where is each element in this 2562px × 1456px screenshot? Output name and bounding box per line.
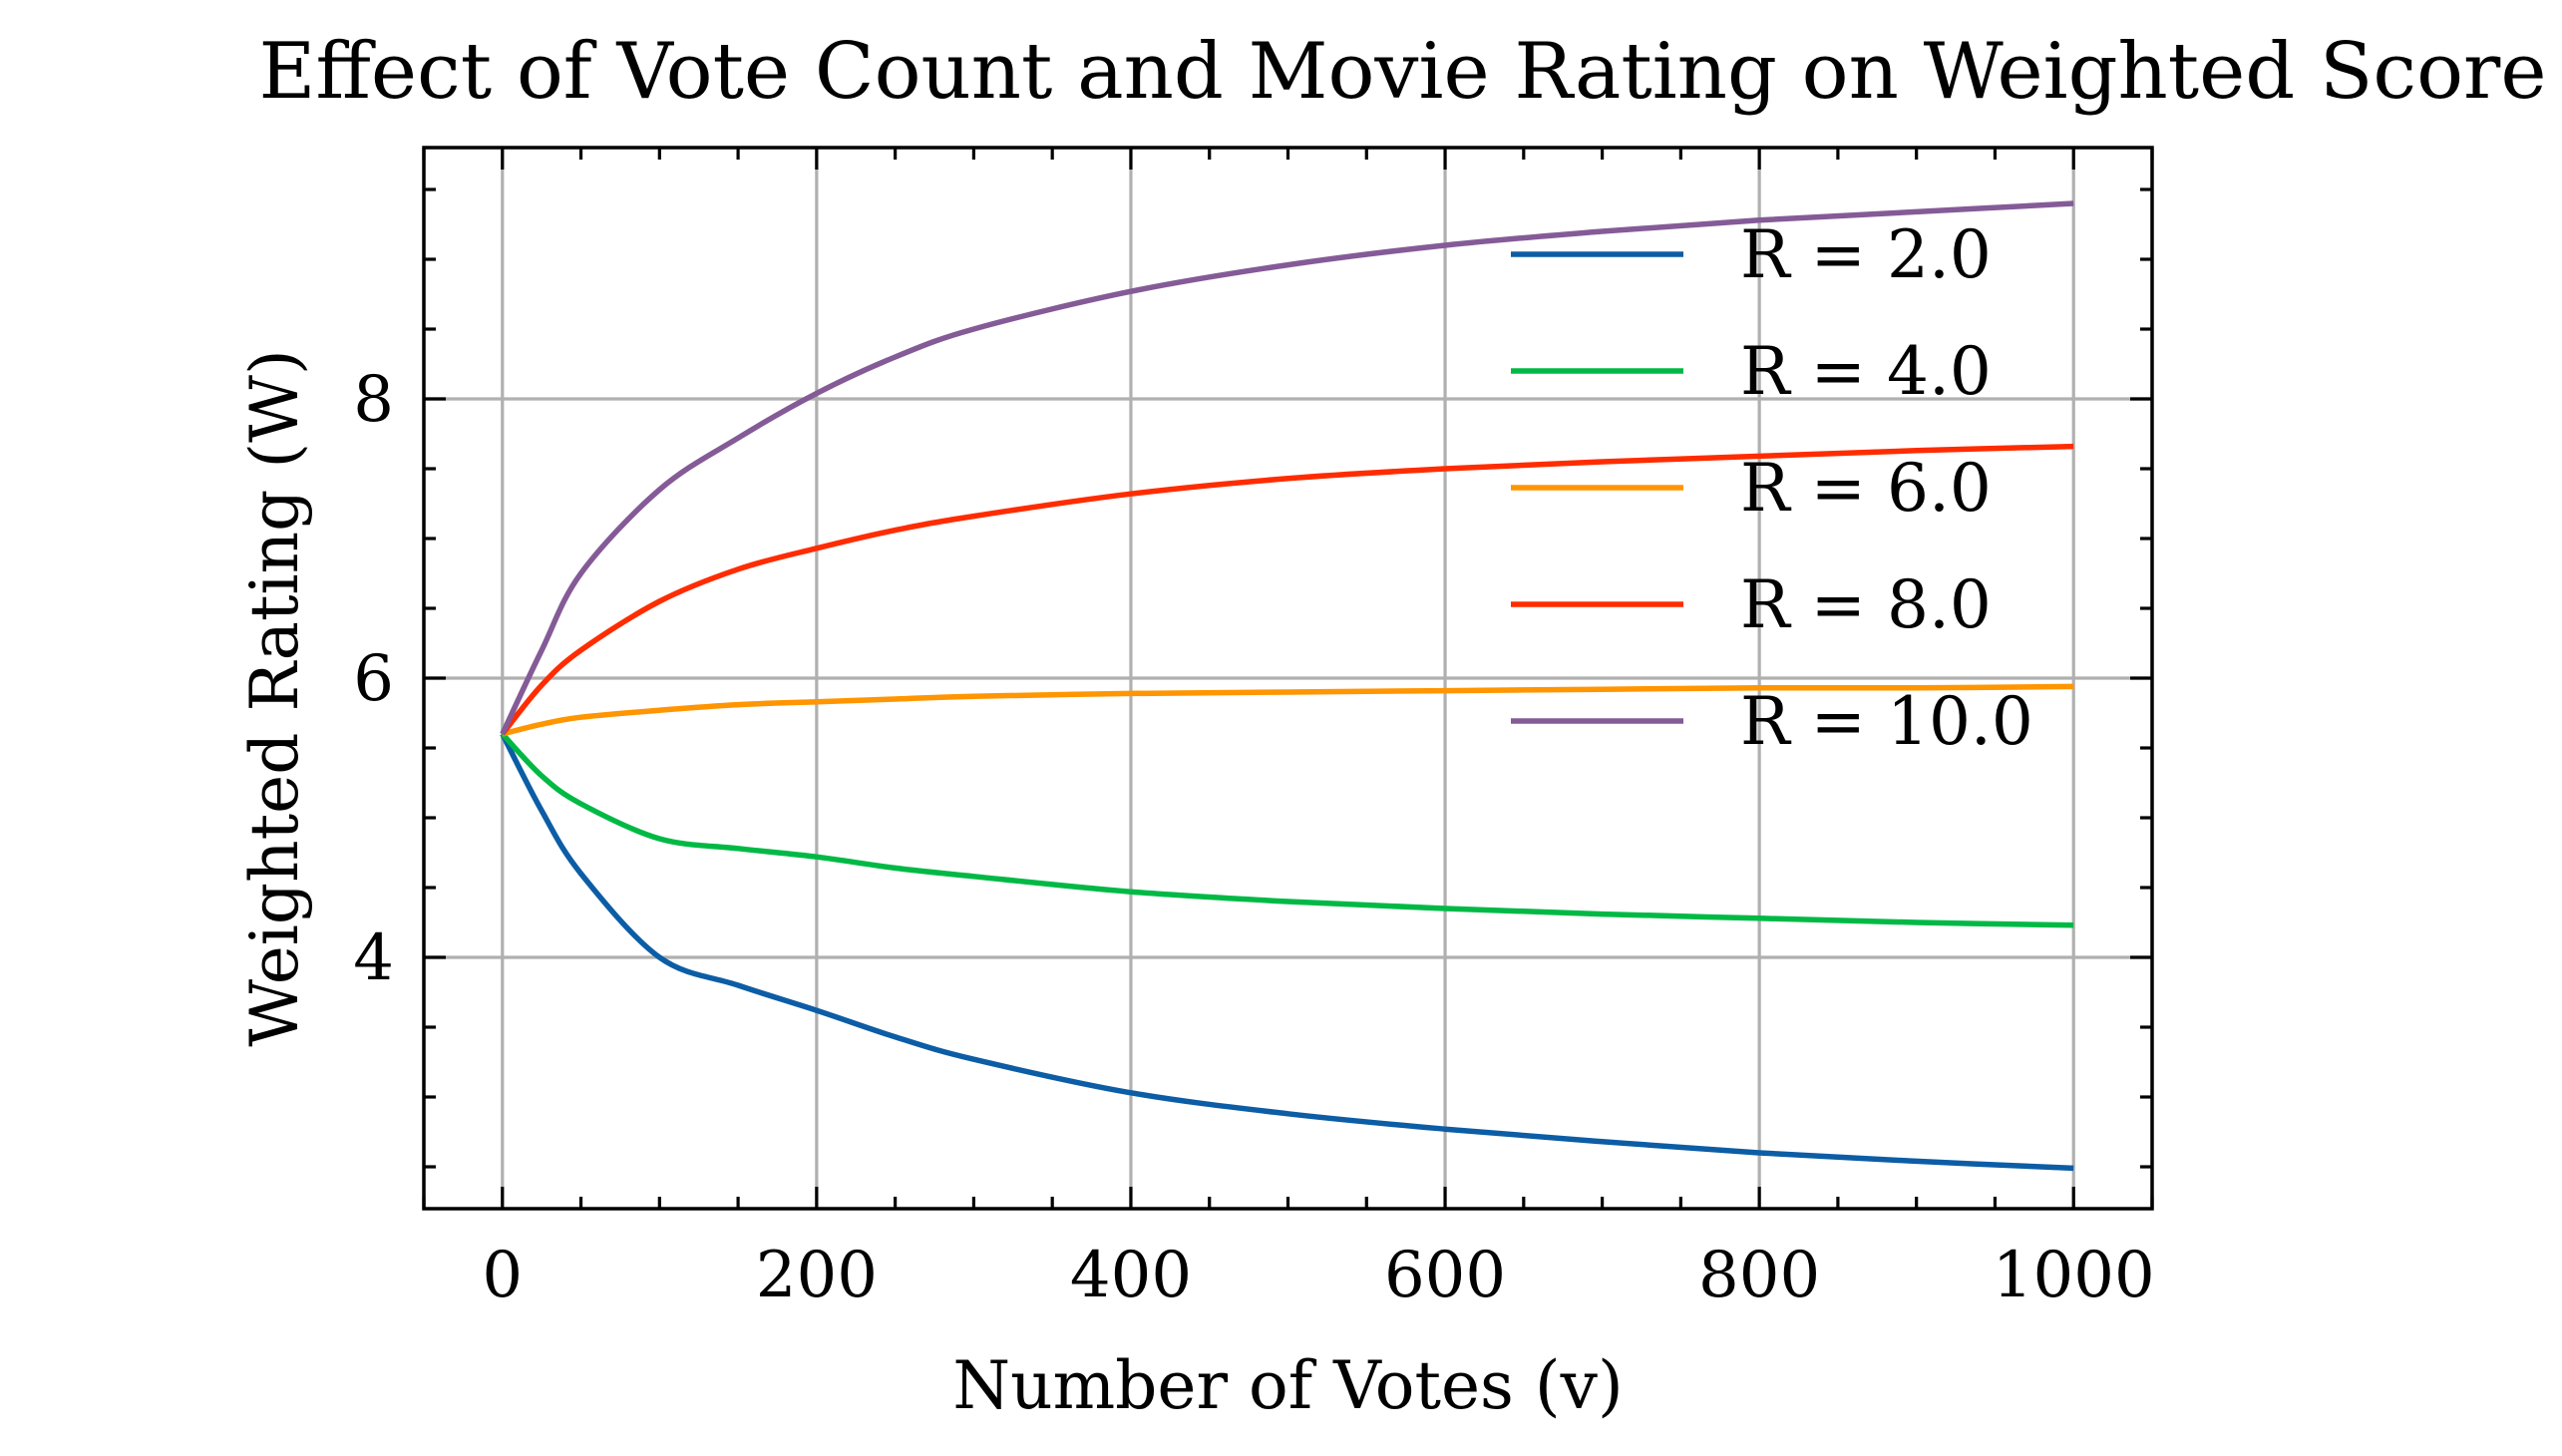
x-tick-label: 400 — [1070, 1239, 1192, 1312]
grid — [424, 148, 2152, 1209]
plot-frame — [422, 146, 2154, 1211]
y-axis-label: Weighted Rating (W) — [236, 349, 313, 1046]
legend-label: R = 8.0 — [1740, 566, 1992, 643]
legend-label: R = 10.0 — [1740, 683, 2033, 760]
legend-label: R = 2.0 — [1740, 216, 1992, 293]
series-line-r-6-0 — [502, 683, 2074, 737]
tick-labels: 0 200 400 600 800 1000 4 6 8 — [353, 363, 2154, 1312]
series-line-r-8-0 — [500, 443, 2074, 736]
chart-title: Effect of Vote Count and Movie Rating on… — [259, 27, 2547, 117]
series-line-r-4-0 — [500, 732, 2074, 928]
x-axis-label: Number of Votes (v) — [952, 1347, 1623, 1424]
x-tick-label: 1000 — [1993, 1239, 2155, 1312]
legend-label: R = 4.0 — [1740, 333, 1992, 410]
x-tick-label: 200 — [756, 1239, 878, 1312]
plot-lines — [500, 200, 2074, 1172]
series-line-r-10-0 — [500, 200, 2074, 736]
series-line-r-2-0 — [500, 732, 2074, 1172]
y-tick-label: 4 — [353, 921, 394, 995]
legend: R = 2.0 R = 4.0 R = 6.0 R = 8.0 R = 10.0 — [1511, 216, 2033, 760]
y-tick-label: 8 — [353, 363, 394, 437]
axis-ticks — [422, 148, 2154, 1209]
x-tick-label: 600 — [1384, 1239, 1506, 1312]
x-tick-label: 800 — [1698, 1239, 1820, 1312]
x-tick-label: 0 — [482, 1239, 523, 1312]
legend-label: R = 6.0 — [1740, 450, 1992, 527]
y-tick-label: 6 — [353, 642, 394, 716]
